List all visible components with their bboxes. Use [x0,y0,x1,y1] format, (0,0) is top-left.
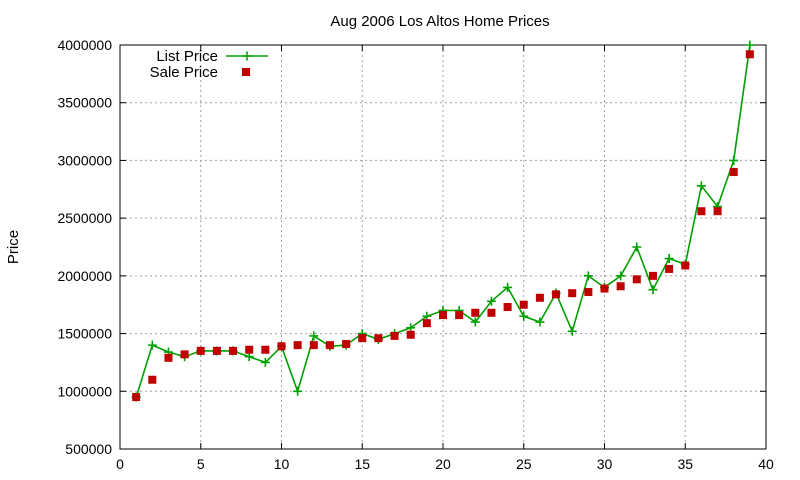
sale-price-point [148,375,157,384]
y-tick-label: 500000 [65,441,112,457]
y-tick-label: 1500000 [57,326,112,342]
series-layer [131,40,755,402]
sale-price-point [519,300,528,309]
list-price-point [745,40,755,50]
list-price-point [260,357,270,367]
list-price-point [470,317,480,327]
legend-label-sale-price: Sale Price [150,64,218,81]
sale-price-point [729,167,738,176]
sale-price-point [406,330,415,339]
sale-price-point [745,50,754,59]
sale-price-point [632,275,641,284]
sale-price-point [568,289,577,298]
sale-price-point [648,271,657,280]
sale-price-point [455,311,464,320]
y-tick-label: 2000000 [57,268,112,284]
list-price-point [293,386,303,396]
sale-price-point [390,331,399,340]
sale-price-series [132,50,754,402]
sale-price-point [471,308,480,317]
y-axis-label: Price [5,230,22,264]
grid-lines [120,45,766,449]
list-price-point [664,254,674,264]
sale-price-point [261,345,270,354]
sale-price-point [713,207,722,216]
list-price-point [486,296,496,306]
sale-price-point [132,393,141,402]
sale-price-point [422,319,431,328]
sale-price-point [196,346,205,355]
list-price-point [616,271,626,281]
chart-title: Aug 2006 Los Altos Home Prices [330,13,549,30]
x-tick-label: 40 [758,456,774,472]
sale-price-point [293,341,302,350]
sale-price-point [665,264,674,273]
sale-price-point [552,290,561,299]
x-tick-label: 5 [197,456,205,472]
sale-price-point [229,346,238,355]
legend-marker-sale-price [242,68,250,76]
list-price-point [632,242,642,252]
sale-price-point [374,334,383,343]
sale-price-point [681,261,690,270]
sale-price-point [503,303,512,312]
sale-price-point [439,311,447,320]
sale-price-point [697,207,706,216]
sale-price-point [584,288,593,297]
x-tick-label: 35 [677,456,693,472]
x-tick-label: 10 [274,456,290,472]
list-price-point [519,311,529,321]
sale-price-point [600,284,609,293]
sale-price-point [180,350,189,359]
sale-price-point [616,282,625,291]
list-price-point [696,181,706,191]
legend-marker-list-price [242,51,252,61]
sale-price-point [164,353,173,362]
y-tick-label: 2500000 [57,210,112,226]
list-price-point [535,317,545,327]
list-price-point [567,326,577,336]
sale-price-point [342,339,351,348]
sale-price-point [277,342,286,351]
sale-price-point [325,341,334,350]
x-tick-label: 20 [435,456,451,472]
list-price-point [648,285,658,295]
legend-label-list-price: List Price [156,48,218,65]
list-price-point [583,271,593,281]
list-price-point [309,331,319,341]
sale-price-point [535,293,544,302]
plot-frame [119,44,767,450]
sale-price-point [358,334,367,343]
sale-price-point [245,345,254,354]
x-tick-label: 15 [354,456,370,472]
y-tick-label: 4000000 [57,37,112,53]
x-tick-label: 0 [116,456,124,472]
sale-price-point [309,341,318,350]
list-price-point [729,155,739,165]
list-price-point [503,282,513,292]
sale-price-point [487,308,496,317]
x-tick-label: 30 [597,456,613,472]
sale-price-point [212,346,221,355]
y-tick-label: 1000000 [57,383,112,399]
x-tick-label: 25 [516,456,532,472]
axis-ticks: 0 5 10 15 20 25 30 35 40 500000 1000000 1500000 2000… [57,37,774,472]
y-tick-label: 3500000 [57,95,112,111]
y-tick-label: 3000000 [57,152,112,168]
list-price-point [147,340,157,350]
